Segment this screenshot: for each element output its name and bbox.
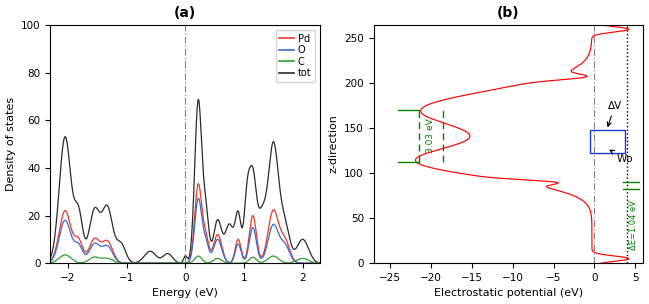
Text: Wᴅ: Wᴅ [610, 150, 634, 164]
Y-axis label: Density of states: Density of states [6, 97, 16, 191]
Title: (a): (a) [174, 5, 197, 19]
X-axis label: Energy (eV): Energy (eV) [153, 288, 218, 299]
Text: ΔV: ΔV [607, 101, 622, 126]
Y-axis label: z-direction: z-direction [328, 115, 339, 174]
X-axis label: Electrostatic potential (eV): Electrostatic potential (eV) [434, 288, 583, 299]
Bar [591, 130, 624, 154]
Title: (b): (b) [497, 5, 520, 19]
Legend: Pd, O, C, tot: Pd, O, C, tot [276, 30, 315, 82]
Text: ΔE=1.04 eV: ΔE=1.04 eV [629, 200, 638, 250]
Text: 3.03 eV: 3.03 eV [426, 119, 435, 153]
